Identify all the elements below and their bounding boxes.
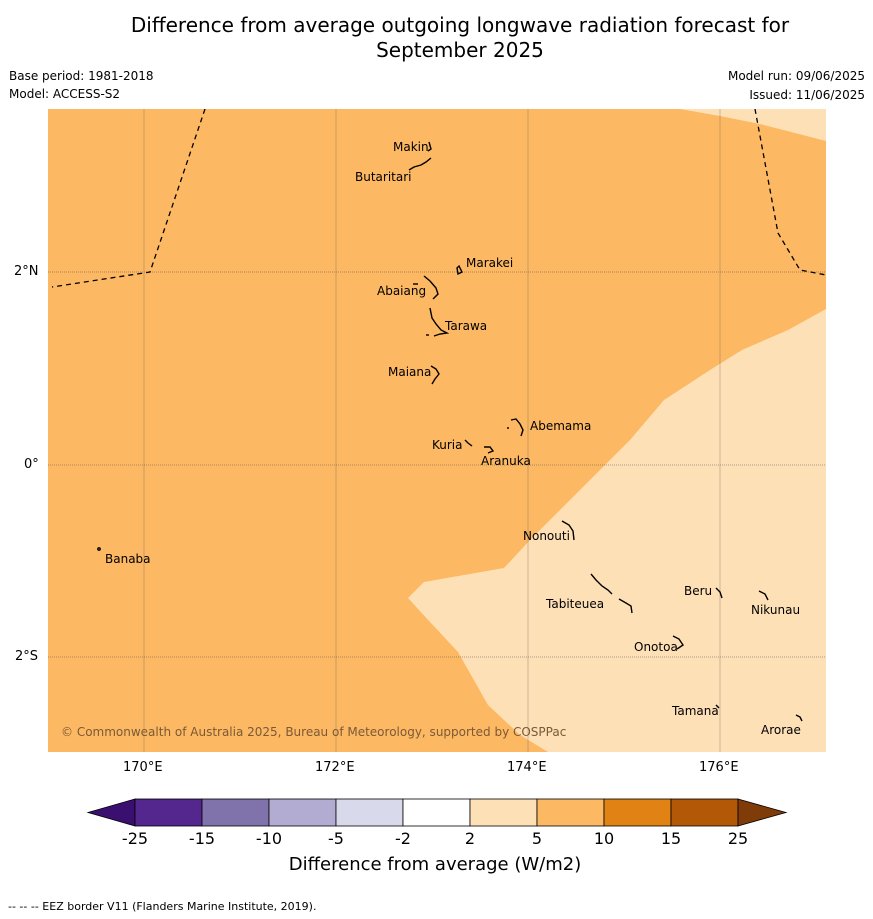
anomaly-band-2-5-southeast [408,309,826,752]
colorbar-tick: 15 [660,829,682,848]
lon-label-176e: 176°E [699,760,739,775]
lon-label-170e: 170°E [123,760,163,775]
colorbar-swatch [603,798,672,827]
colorbar [86,798,788,827]
place-label-tarawa: Tarawa [444,319,487,333]
colorbar-swatch [335,798,404,827]
lat-label-2s: 2°S [15,649,39,664]
colorbar-tick: 5 [531,829,543,848]
model-name: Model: ACCESS-S2 [9,87,121,101]
colorbar-title: Difference from average (W/m2) [288,854,582,875]
colorbar-extend-high [737,798,788,827]
place-label-aranuka: Aranuka [481,454,531,468]
colorbar-swatch [670,798,739,827]
place-label-butaritari: Butaritari [355,170,412,184]
lon-label-174e: 174°E [507,760,547,775]
colorbar-tick: -25 [121,829,149,848]
place-label-abaiang: Abaiang [377,284,426,298]
colorbar-swatch [134,798,203,827]
lat-label-0: 0° [24,457,39,472]
place-label-tabiteuea: Tabiteuea [545,597,604,611]
longitude-gridlines [143,109,721,752]
eez-border [51,109,826,288]
colorbar-tick: -2 [395,829,411,848]
colorbar-tick: -10 [255,829,283,848]
place-label-banaba: Banaba [105,552,151,566]
place-label-onotoa: Onotoa [634,640,678,654]
place-labels: Makin Butaritari Marakei Abaiang Tarawa … [105,140,801,737]
colorbar-swatch [402,798,471,827]
colorbar-tick: -5 [328,829,344,848]
latitude-gridlines [48,271,826,658]
place-label-nonouti: Nonouti [523,529,570,543]
place-label-abemama: Abemama [530,419,591,433]
colorbar-tick: 10 [593,829,615,848]
base-period: Base period: 1981-2018 [9,69,154,83]
colorbar-swatch [201,798,270,827]
colorbar-tick: 2 [464,829,476,848]
colorbar-extend-low [86,798,136,827]
copyright-notice: © Commonwealth of Australia 2025, Bureau… [61,725,566,739]
lat-label-2n: 2°N [14,264,39,279]
colorbar-swatch [469,798,538,827]
island-outlines [97,141,803,722]
place-label-nikunau: Nikunau [751,603,800,617]
issued-date: Issued: 11/06/2025 [749,88,865,102]
eez-footnote: -- -- -- EEZ border V11 (Flanders Marine… [8,900,317,913]
place-label-beru: Beru [684,584,712,598]
colorbar-tick: 25 [727,829,749,848]
model-run: Model run: 09/06/2025 [727,69,865,83]
place-label-kuria: Kuria [432,438,463,452]
anomaly-band-2-5-northeast [680,109,826,141]
colorbar-swatch [536,798,605,827]
place-label-tamana: Tamana [671,704,719,718]
place-label-arorae: Arorae [761,723,801,737]
forecast-map: Makin Butaritari Marakei Abaiang Tarawa … [48,109,826,752]
place-label-marakei: Marakei [466,256,513,270]
lon-label-172e: 172°E [315,760,355,775]
chart-title-line2: September 2025 [376,38,544,62]
colorbar-tick: -15 [188,829,216,848]
colorbar-swatch [268,798,337,827]
chart-title-line1: Difference from average outgoing longwav… [130,13,790,37]
place-label-maiana: Maiana [388,365,431,379]
place-label-makin: Makin [393,140,429,154]
